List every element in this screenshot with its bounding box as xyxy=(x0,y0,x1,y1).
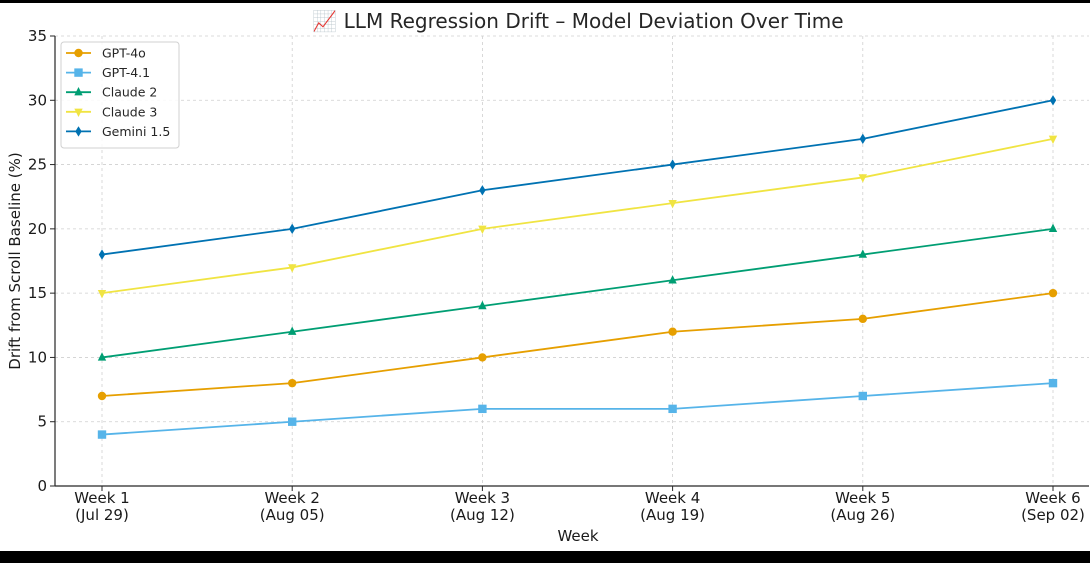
data-point xyxy=(289,223,296,235)
legend-marker xyxy=(74,87,83,96)
y-tick-label: 25 xyxy=(28,156,47,174)
legend-label: Gemini 1.5 xyxy=(102,124,170,139)
data-point xyxy=(288,417,297,426)
data-point xyxy=(97,352,107,361)
data-point xyxy=(478,225,487,235)
y-axis-label: Drift from Scroll Baseline (%) xyxy=(6,152,24,369)
x-tick-label: Week 1 (Jul 29) xyxy=(74,489,129,524)
legend-item: Claude 3 xyxy=(66,104,157,119)
data-point xyxy=(668,199,677,209)
data-point xyxy=(288,326,297,335)
legend-label: Claude 2 xyxy=(102,85,157,100)
data-point xyxy=(479,185,486,196)
y-tick-label: 30 xyxy=(28,91,47,109)
y-tick-label: 10 xyxy=(28,348,47,366)
legend-item: GPT-4.1 xyxy=(66,65,150,80)
data-point xyxy=(97,430,107,439)
data-point xyxy=(668,404,677,414)
data-point xyxy=(1048,223,1058,233)
x-tick-label: Week 4 (Aug 19) xyxy=(640,489,705,524)
series-line xyxy=(101,292,1054,397)
legend-box xyxy=(60,41,180,149)
chart-title: 📈 LLM Regression Drift – Model Deviation… xyxy=(312,9,843,33)
data-point xyxy=(98,249,106,260)
data-point xyxy=(1048,288,1058,298)
data-point xyxy=(1048,378,1058,388)
data-point xyxy=(858,249,867,258)
data-point xyxy=(858,174,867,183)
legend-marker xyxy=(74,68,83,77)
data-point xyxy=(858,391,867,401)
series-gpt-4-1 xyxy=(97,378,1058,439)
legend-label: Claude 3 xyxy=(102,104,157,119)
series-layer xyxy=(97,95,1058,439)
data-point xyxy=(288,264,297,273)
legend-item: Gemini 1.5 xyxy=(66,124,170,139)
y-tick-label: 5 xyxy=(37,413,47,431)
series-gpt-4o xyxy=(97,288,1058,401)
data-point xyxy=(668,275,677,284)
legend-item: GPT-4o xyxy=(66,46,146,61)
series-claude-3 xyxy=(97,135,1058,299)
y-tick-label: 35 xyxy=(28,27,47,45)
legend-item: Claude 2 xyxy=(66,85,157,100)
y-tick-label: 0 xyxy=(37,477,47,495)
data-point xyxy=(97,289,107,299)
legend-marker xyxy=(74,108,83,117)
tick-labels: 0 5 10 15 20 25 30 35 Week 1 (Jul 29) Week 2 (Aug 0… xyxy=(28,27,1085,524)
series-gemini-1-5 xyxy=(98,95,1057,260)
data-point xyxy=(478,353,487,362)
y-tick-label: 20 xyxy=(28,220,47,238)
x-tick-label: Week 2 (Aug 05) xyxy=(260,489,325,524)
x-tick-label: Week 6 (Sep 02) xyxy=(1021,489,1085,524)
data-point xyxy=(668,327,677,336)
legend-label: GPT-4.1 xyxy=(102,65,150,80)
series-claude-2 xyxy=(97,223,1058,361)
y-tick-label: 15 xyxy=(28,284,47,302)
legend-label: GPT-4o xyxy=(102,46,146,61)
data-point xyxy=(288,378,297,388)
series-line xyxy=(101,382,1054,436)
series-line xyxy=(101,227,1054,359)
series-line xyxy=(101,99,1054,256)
data-point xyxy=(478,300,487,310)
data-point xyxy=(1049,95,1057,106)
data-point xyxy=(858,314,867,324)
series-line xyxy=(101,137,1054,295)
chart-frame: 📈 LLM Regression Drift – Model Deviation… xyxy=(0,3,1090,551)
legend: GPT-4o GPT-4.1 Claude 2 Claude 3 Gemini 1.5 xyxy=(60,41,180,149)
data-point xyxy=(1048,135,1058,145)
x-tick-label: Week 3 (Aug 12) xyxy=(450,489,515,524)
grid xyxy=(55,35,1089,487)
axes xyxy=(50,35,1089,491)
data-point xyxy=(859,133,866,145)
data-point xyxy=(478,404,487,414)
legend-marker xyxy=(74,48,83,58)
x-axis-label: Week xyxy=(557,527,598,545)
data-point xyxy=(669,159,676,170)
data-point xyxy=(97,391,107,401)
x-tick-label: Week 5 (Aug 26) xyxy=(830,489,895,524)
legend-marker xyxy=(75,126,82,137)
